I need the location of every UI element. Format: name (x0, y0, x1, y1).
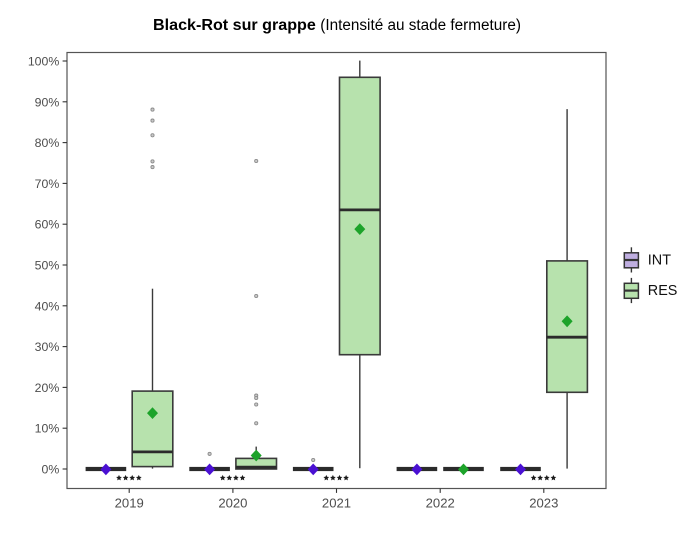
svg-text:60%: 60% (35, 218, 60, 232)
svg-text:40%: 40% (35, 299, 60, 313)
svg-text:2021: 2021 (322, 495, 351, 510)
svg-text:Black-Rot sur grappe (Intensit: Black-Rot sur grappe (Intensité au stade… (153, 16, 521, 34)
svg-text:10%: 10% (35, 422, 60, 436)
svg-text:100%: 100% (28, 55, 60, 69)
svg-text:70%: 70% (35, 177, 60, 191)
svg-text:50%: 50% (35, 259, 60, 273)
svg-text:90%: 90% (35, 95, 60, 109)
svg-text:20%: 20% (35, 381, 60, 395)
svg-text:2019: 2019 (115, 495, 144, 510)
svg-text:RES: RES (648, 283, 678, 299)
svg-text:0%: 0% (42, 463, 60, 477)
svg-text:2020: 2020 (218, 495, 247, 510)
svg-text:80%: 80% (35, 136, 60, 150)
svg-text:2022: 2022 (426, 495, 455, 510)
svg-text:2023: 2023 (529, 495, 558, 510)
svg-text:INT: INT (648, 252, 671, 268)
svg-text:30%: 30% (35, 340, 60, 354)
